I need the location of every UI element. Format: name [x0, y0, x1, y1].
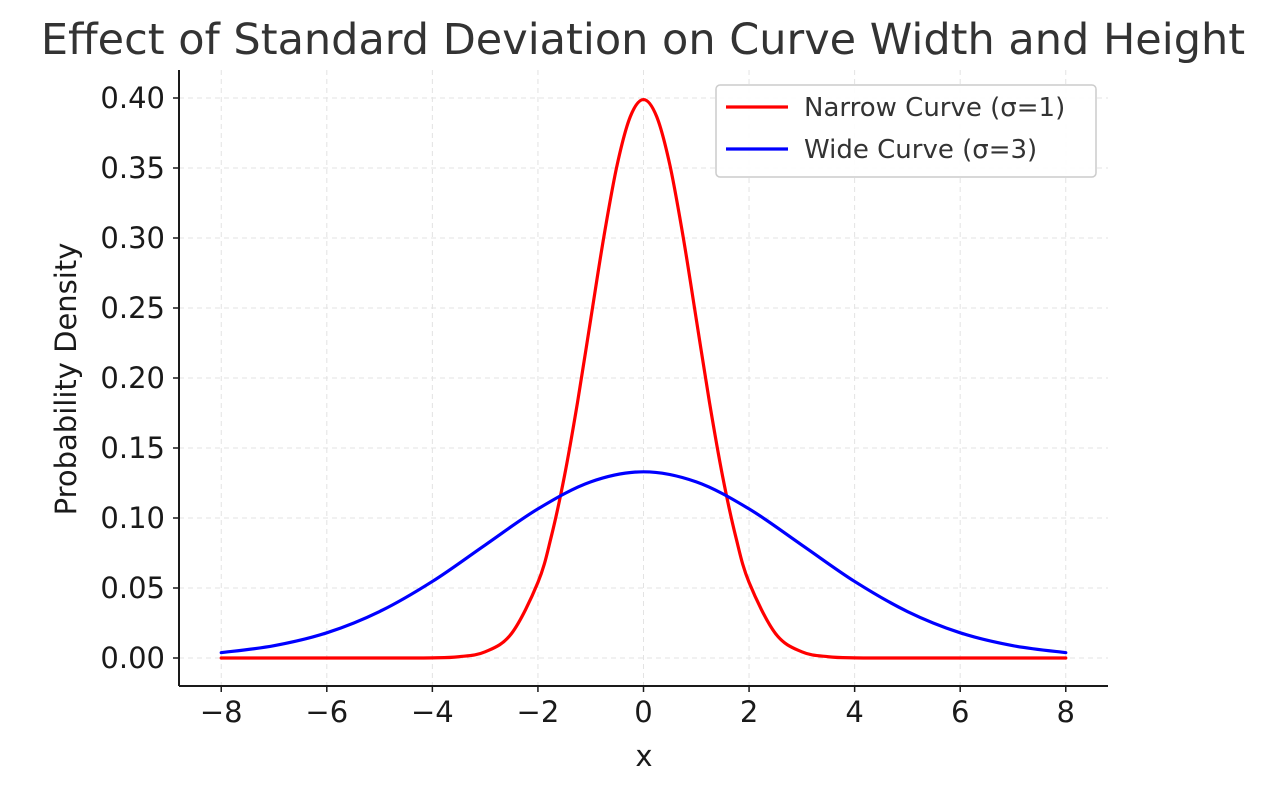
x-tick-label: −4 [411, 695, 454, 729]
y-tick-label: 0.20 [100, 361, 165, 395]
series-lines [219, 97, 1068, 660]
x-tick-label: −8 [200, 695, 243, 729]
x-axis-label: x [635, 739, 652, 773]
x-tick-label: 2 [740, 695, 758, 729]
x-tick-label: −2 [517, 695, 560, 729]
y-tick-label: 0.25 [100, 291, 165, 325]
chart-title: Effect of Standard Deviation on Curve Wi… [41, 15, 1245, 65]
x-tick-label: 8 [1057, 695, 1075, 729]
y-tick-label: 0.40 [100, 81, 165, 115]
y-axis-label: Probability Density [49, 243, 83, 516]
x-tick-label: 4 [845, 695, 863, 729]
y-tick-label: 0.30 [100, 221, 165, 255]
series-line-2 [219, 470, 1068, 655]
y-tick-label: 0.00 [100, 641, 165, 675]
x-tick-label: 0 [634, 695, 652, 729]
legend-label-2: Wide Curve (σ=3) [804, 135, 1037, 165]
legend-label-1: Narrow Curve (σ=1) [804, 93, 1065, 123]
y-tick-label: 0.15 [100, 431, 165, 465]
y-tick-label: 0.35 [100, 151, 165, 185]
tick-labels: −8 −6 −4 −2 0 2 4 6 8 0.00 0.05 0.10 0.15 0.20 0.25 0.3… [100, 81, 1075, 729]
legend: Narrow Curve (σ=1) Wide Curve (σ=3) [715, 84, 1097, 178]
y-tick-label: 0.05 [100, 571, 165, 605]
x-tick-label: 6 [951, 695, 969, 729]
y-tick-label: 0.10 [100, 501, 165, 535]
x-tick-label: −6 [305, 695, 348, 729]
series-line-1 [219, 97, 1068, 660]
axes [173, 70, 1108, 692]
legend-box [715, 84, 1097, 178]
